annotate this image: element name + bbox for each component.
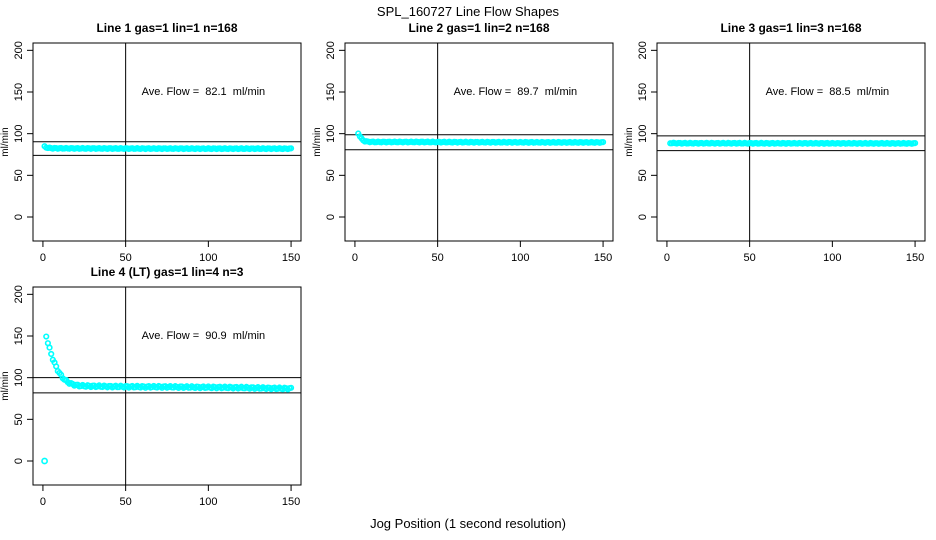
ave-flow-annotation: Ave. Flow = 89.7 ml/min [454,86,578,98]
x-tick-label: 150 [282,252,300,264]
panel-line-2: Line 2 gas=1 lin=2 n=168 0 50 100 150 0 50 100… [312,0,624,264]
x-tick-label: 50 [432,252,444,264]
y-tick-label: 0 [13,214,25,220]
y-tick-label: 200 [637,41,649,59]
x-tick-label: 50 [744,252,756,264]
x-tick-label: 0 [40,252,46,264]
plot-area-line-1: 0 50 100 150 0 50 100 150 200 ml/min Ave. Flow = 8… [0,41,302,264]
plot-area-line-2: 0 50 100 150 0 50 100 150 200 ml/min Ave. Flow = 8… [312,41,614,264]
x-tick-label: 100 [199,252,217,264]
x-tick-label: 0 [352,252,358,264]
x-axis-label: Jog Position (1 second resolution) [370,516,566,531]
panel-line-4: Line 4 (LT) gas=1 lin=4 n=3 0 50 100 150 0 50… [0,244,312,508]
y-tick-label: 50 [13,413,25,425]
x-tick-label: 0 [40,496,46,508]
x-tick-label: 100 [199,496,217,508]
panel-line-1: Line 1 gas=1 lin=1 n=168 0 50 100 150 0 50 100… [0,0,312,264]
plot-area-line-3: 0 50 100 150 0 50 100 150 200 ml/min Ave. Flow = 8… [624,41,926,264]
x-tick-label: 0 [664,252,670,264]
panel-title: Line 4 (LT) gas=1 lin=4 n=3 [90,265,244,279]
panel-title: Line 1 gas=1 lin=1 n=168 [96,21,238,35]
x-tick-label: 150 [594,252,612,264]
data-points [355,130,607,146]
y-axis-label: ml/min [0,127,11,156]
y-tick-label: 0 [325,214,337,220]
y-tick-label: 0 [637,214,649,220]
ave-flow-annotation: Ave. Flow = 90.9 ml/min [142,330,266,342]
y-axis-label: ml/min [624,127,635,156]
x-tick-label: 100 [511,252,529,264]
ave-flow-annotation: Ave. Flow = 82.1 ml/min [142,86,266,98]
y-tick-label: 150 [325,83,337,101]
x-tick-label: 150 [282,496,300,508]
data-points [41,333,295,465]
y-tick-label: 150 [13,327,25,345]
panel-line-3: Line 3 gas=1 lin=3 n=168 0 50 100 150 0 50 100… [624,0,936,264]
data-points [41,143,295,153]
y-tick-label: 150 [13,83,25,101]
plot-area-line-4: 0 50 100 150 0 50 100 150 200 ml/min Ave. Flow = 9… [0,285,302,508]
y-tick-label: 200 [13,41,25,59]
data-points [667,139,919,147]
y-tick-label: 100 [637,124,649,142]
ave-flow-annotation: Ave. Flow = 88.5 ml/min [766,86,890,98]
y-axis-label: ml/min [312,127,323,156]
y-tick-label: 100 [13,124,25,142]
plot-box [344,42,614,242]
y-tick-label: 200 [13,285,25,303]
y-tick-label: 150 [637,83,649,101]
x-tick-label: 50 [120,496,132,508]
panel-title: Line 3 gas=1 lin=3 n=168 [720,21,862,35]
y-tick-label: 200 [325,41,337,59]
x-tick-label: 100 [823,252,841,264]
y-tick-label: 0 [13,458,25,464]
y-tick-label: 50 [13,169,25,181]
y-tick-label: 100 [13,368,25,386]
panel-title: Line 2 gas=1 lin=2 n=168 [408,21,550,35]
x-tick-label: 150 [906,252,924,264]
outlier-point [41,457,48,465]
figure-title: SPL_160727 Line Flow Shapes [376,4,560,19]
y-tick-label: 50 [637,169,649,181]
x-tick-label: 50 [120,252,132,264]
plot-box [656,42,926,242]
plot-box [32,286,302,486]
y-tick-label: 100 [325,124,337,142]
y-axis-label: ml/min [0,371,11,400]
y-tick-label: 50 [325,169,337,181]
